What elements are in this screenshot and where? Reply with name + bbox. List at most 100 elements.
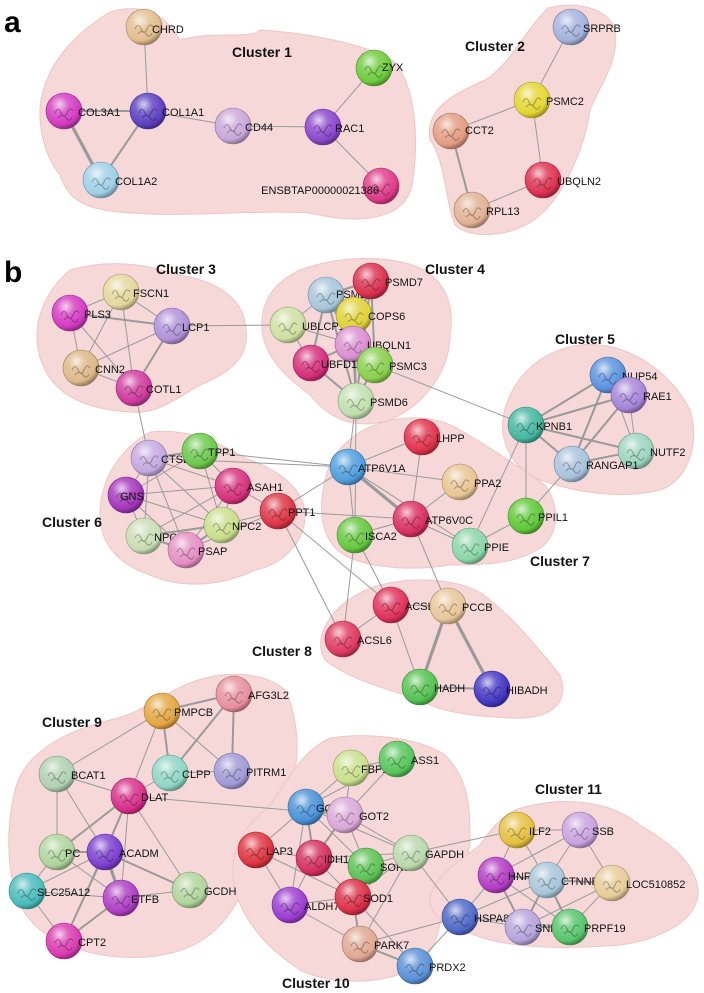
node-col1a2[interactable]: COL1A2 <box>82 161 157 199</box>
node-sphere[interactable] <box>181 432 219 470</box>
node-sphere[interactable] <box>214 467 252 505</box>
node-hadh[interactable]: HADH <box>401 668 465 706</box>
node-acadm[interactable]: ACADM <box>86 833 159 871</box>
node-sphere[interactable] <box>295 839 333 877</box>
node-sphere[interactable] <box>214 107 252 145</box>
node-sphere[interactable] <box>82 161 120 199</box>
node-psmc3[interactable]: PSMC3 <box>356 346 427 384</box>
node-sphere[interactable] <box>203 506 241 544</box>
node-psmd7[interactable]: PSMD7 <box>352 262 423 300</box>
node-sphere[interactable] <box>378 740 416 778</box>
node-isca2[interactable]: ISCA2 <box>336 516 397 554</box>
node-sphere[interactable] <box>396 947 434 985</box>
node-sphere[interactable] <box>269 306 307 344</box>
node-pccb[interactable]: PCCB <box>429 587 493 625</box>
node-sphere[interactable] <box>292 344 330 382</box>
node-sphere[interactable] <box>237 831 275 869</box>
node-sphere[interactable] <box>561 811 599 849</box>
node-sphere[interactable] <box>352 262 390 300</box>
node-sphere[interactable] <box>107 476 145 514</box>
node-cpt2[interactable]: CPT2 <box>45 922 106 960</box>
node-sphere[interactable] <box>507 497 545 535</box>
node-etfb[interactable]: ETFB <box>102 879 159 917</box>
node-ass1[interactable]: ASS1 <box>378 740 439 778</box>
node-sphere[interactable] <box>125 8 163 46</box>
node-col3a1[interactable]: COL3A1 <box>45 92 120 130</box>
node-rac1[interactable]: RAC1 <box>304 108 364 146</box>
node-sphere[interactable] <box>51 294 89 332</box>
node-asah1[interactable]: ASAH1 <box>214 467 283 505</box>
node-pitrm1[interactable]: PITRM1 <box>213 752 286 790</box>
node-sphere[interactable] <box>125 517 163 555</box>
node-prdx2[interactable]: PRDX2 <box>396 947 466 985</box>
node-kpnb1[interactable]: KPNB1 <box>507 406 572 444</box>
node-idh1[interactable]: IDH1 <box>295 839 349 877</box>
node-sphere[interactable] <box>337 382 375 420</box>
node-sphere[interactable] <box>45 92 83 130</box>
node-sphere[interactable] <box>38 755 76 793</box>
node-sphere[interactable] <box>356 346 394 384</box>
node-sphere[interactable] <box>271 886 309 924</box>
node-lcp1[interactable]: LCP1 <box>153 307 210 345</box>
node-loc510852[interactable]: LOC510852 <box>593 864 685 902</box>
node-ppil1[interactable]: PPIL1 <box>507 497 568 535</box>
node-cnn2[interactable]: CNN2 <box>62 349 125 387</box>
node-sphere[interactable] <box>336 516 374 554</box>
node-rangap1[interactable]: RANGAP1 <box>553 445 639 483</box>
node-ilf2[interactable]: ILF2 <box>498 811 551 849</box>
node-sphere[interactable] <box>213 752 251 790</box>
node-sphere[interactable] <box>102 879 140 917</box>
node-ppie[interactable]: PPIE <box>451 527 509 565</box>
node-acsl6[interactable]: ACSL6 <box>324 620 392 658</box>
node-park7[interactable]: PARK7 <box>341 925 409 963</box>
node-cotl1[interactable]: COTL1 <box>115 369 181 407</box>
node-sphere[interactable] <box>551 908 589 946</box>
node-psmd6[interactable]: PSMD6 <box>337 382 408 420</box>
node-hibadh[interactable]: HIBADH <box>473 670 548 708</box>
node-sphere[interactable] <box>513 81 551 119</box>
node-sphere[interactable] <box>129 92 167 130</box>
node-sphere[interactable] <box>143 692 181 730</box>
node-sphere[interactable] <box>392 500 430 538</box>
node-cct2[interactable]: CCT2 <box>432 112 494 150</box>
node-nutf2[interactable]: NUTF2 <box>617 432 685 470</box>
node-ssb[interactable]: SSB <box>561 811 614 849</box>
node-pls3[interactable]: PLS3 <box>51 294 111 332</box>
node-clpp[interactable]: CLPP <box>151 754 211 792</box>
node-sphere[interactable] <box>441 898 479 936</box>
node-sphere[interactable] <box>528 861 566 899</box>
node-ubfd1[interactable]: UBFD1 <box>292 344 357 382</box>
node-lap3[interactable]: LAP3 <box>237 831 293 869</box>
node-sphere[interactable] <box>62 349 100 387</box>
node-sphere[interactable] <box>372 586 410 624</box>
node-ensbtap00000021386[interactable]: ENSBTAP00000021386 <box>261 167 400 205</box>
node-sphere[interactable] <box>451 527 489 565</box>
node-sphere[interactable] <box>259 492 297 530</box>
node-sphere[interactable] <box>552 8 590 46</box>
node-sphere[interactable] <box>130 439 168 477</box>
node-dlat[interactable]: DLAT <box>110 777 169 815</box>
node-psmc2[interactable]: PSMC2 <box>513 81 584 119</box>
node-sphere[interactable] <box>441 463 479 501</box>
node-sphere[interactable] <box>504 908 542 946</box>
node-sphere[interactable] <box>392 834 430 872</box>
node-sphere[interactable] <box>593 864 631 902</box>
node-sphere[interactable] <box>110 777 148 815</box>
node-sphere[interactable] <box>498 811 536 849</box>
node-ppa2[interactable]: PPA2 <box>441 463 501 501</box>
node-sphere[interactable] <box>329 448 367 486</box>
node-gapdh[interactable]: GAPDH <box>392 834 464 872</box>
node-sphere[interactable] <box>215 675 253 713</box>
node-sphere[interactable] <box>8 872 46 910</box>
node-sphere[interactable] <box>617 432 655 470</box>
node-slc25a12[interactable]: SLC25A12 <box>8 872 90 910</box>
node-lhpp[interactable]: LHPP <box>403 418 465 456</box>
node-sphere[interactable] <box>115 369 153 407</box>
node-sphere[interactable] <box>45 922 83 960</box>
node-zyx[interactable]: ZYX <box>355 49 404 87</box>
node-sphere[interactable] <box>86 833 124 871</box>
node-sphere[interactable] <box>507 406 545 444</box>
node-sphere[interactable] <box>401 668 439 706</box>
node-npc2[interactable]: NPC2 <box>203 506 261 544</box>
node-sphere[interactable] <box>477 856 515 894</box>
